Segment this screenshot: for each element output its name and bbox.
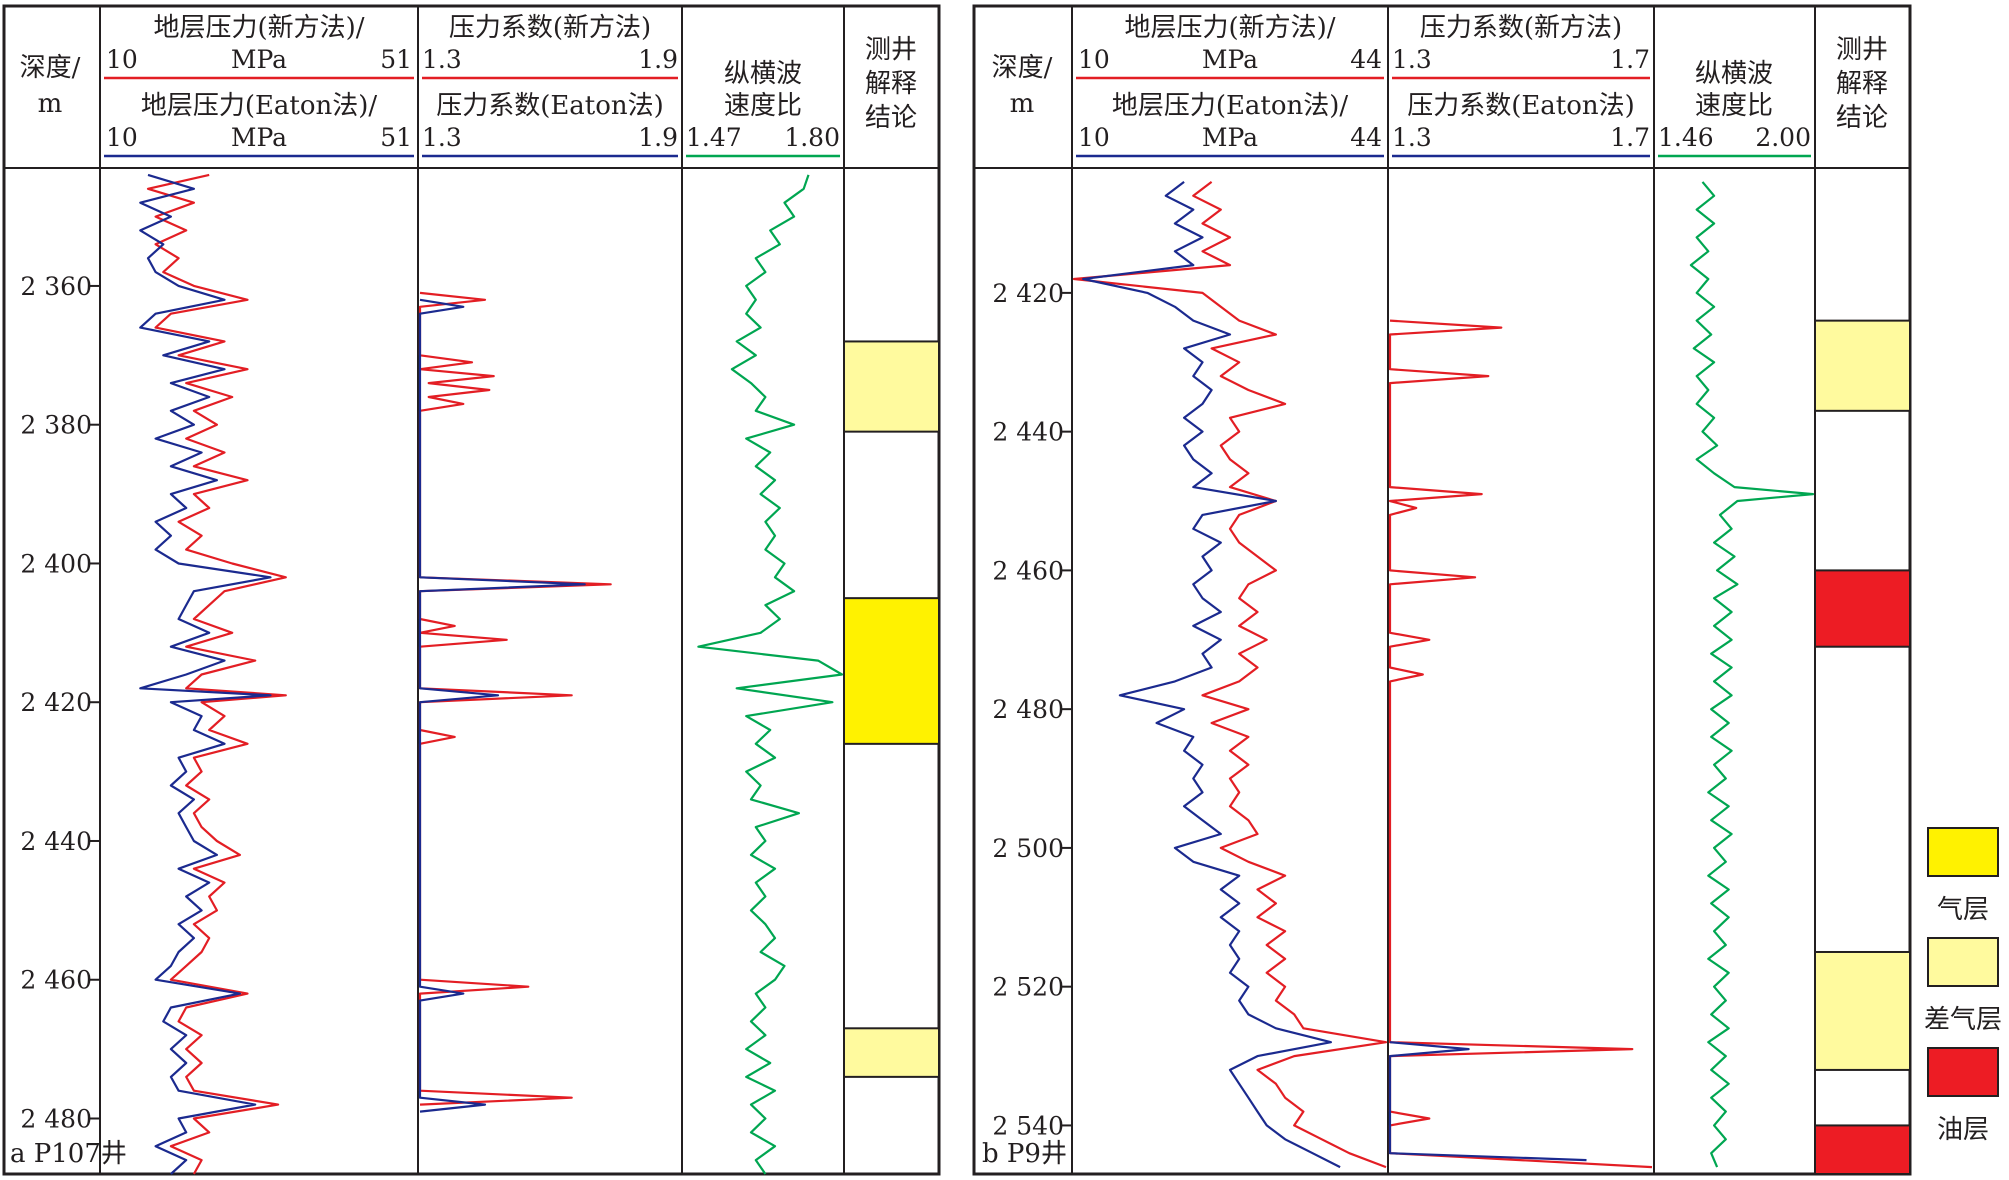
interpretation-zone-poor-gas [843, 1027, 940, 1078]
panel-b-vpvs-max: 2.00 [1755, 123, 1811, 152]
coefficient-eaton-line [418, 298, 586, 1113]
depth-tick-label: 2 420 [992, 279, 1064, 308]
interpretation-zone-poor-gas [1814, 319, 1911, 412]
panel-a-pressure-new-max: 51 [380, 45, 412, 74]
panel-a: 深度/ m 地层压力(新方法)/ 10 MPa 51 地层压力(Eaton法)/… [2, 4, 941, 1176]
panel-b-interp-header-2: 解释 [1836, 69, 1888, 99]
panel-a-pressure-new-unit: MPa [231, 45, 287, 74]
vpvs-ratio-line [697, 174, 844, 1175]
legend-gas-label: 气层 [1937, 895, 1989, 925]
panel-a-vpvs-max: 1.80 [784, 123, 840, 152]
panel-a-pressure-eaton-header: 地层压力(Eaton法)/ [141, 91, 378, 121]
panel-a-vpvs-header-1: 纵横波 [724, 59, 802, 89]
depth-tick-label: 2 400 [20, 549, 92, 578]
panel-b-coef-new-header: 压力系数(新方法) [1420, 13, 1622, 43]
panel-a-coef-new-max: 1.9 [638, 45, 678, 74]
panel-b-pressure-eaton-min: 10 [1078, 123, 1110, 152]
panel-a-coef-eaton-header: 压力系数(Eaton法) [436, 91, 664, 121]
panel-a-interp-header-3: 结论 [865, 103, 917, 133]
panel-b-interp-header-1: 测井 [1836, 35, 1888, 65]
depth-tick-label: 2 480 [992, 695, 1064, 724]
coefficient-eaton-line [1388, 1041, 1587, 1162]
depth-tick-label: 2 380 [20, 411, 92, 440]
legend: 气层 差气层 油层 [1924, 827, 2002, 1145]
panel-a-coef-eaton-min: 1.3 [422, 123, 462, 152]
depth-tick-label: 2 540 [992, 1111, 1064, 1140]
panel-b-pressure-eaton-unit: MPa [1202, 123, 1258, 152]
panel-b-interp-header-3: 结论 [1836, 103, 1888, 133]
panel-b-coef-eaton-header: 压力系数(Eaton法) [1407, 91, 1635, 121]
panel-a-interp-header-1: 测井 [865, 35, 917, 65]
panel-a-label: a P107井 [10, 1139, 127, 1169]
depth-tick-label: 2 500 [992, 834, 1064, 863]
panel-a-pressure-eaton-unit: MPa [231, 123, 287, 152]
panel-a-coef-new-header: 压力系数(新方法) [449, 13, 651, 43]
pressure-new-method-line [146, 173, 287, 1175]
panel-b-pressure-new-header: 地层压力(新方法)/ [1124, 13, 1335, 43]
panel-b: 深度/ m 地层压力(新方法)/ 10 MPa 44 地层压力(Eaton法)/… [972, 4, 1912, 1176]
panel-b-label: b P9井 [982, 1139, 1067, 1169]
panel-a-pressure-new-min: 10 [106, 45, 138, 74]
panel-b-curves [1072, 181, 1815, 1169]
pressure-eaton-line [139, 173, 272, 1175]
panel-a-pressure-new-header: 地层压力(新方法)/ [153, 13, 364, 43]
pressure-eaton-line [1082, 181, 1341, 1169]
panel-b-vpvs-header-2: 速度比 [1695, 91, 1773, 121]
coefficient-new-method-line [1388, 319, 1653, 1169]
panel-a-coef-eaton-max: 1.9 [638, 123, 678, 152]
legend-oil-label: 油层 [1937, 1115, 1989, 1145]
depth-tick-label: 2 460 [20, 966, 92, 995]
panel-a-pressure-eaton-max: 51 [380, 123, 412, 152]
interpretation-zone-poor-gas [843, 340, 940, 433]
panel-b-vpvs-header-1: 纵横波 [1695, 59, 1773, 89]
interpretation-zone-oil [1814, 1124, 1911, 1175]
panel-a-curves [139, 173, 844, 1175]
depth-tick-label: 2 440 [992, 418, 1064, 447]
panel-a-depth-axis: 2 360 2 380 2 400 2 420 2 440 2 460 2 480 [20, 272, 100, 1133]
legend-poor-gas-swatch [1927, 937, 1999, 987]
panel-b-coef-eaton-max: 1.7 [1610, 123, 1650, 152]
panel-b-pressure-eaton-max: 44 [1350, 123, 1382, 152]
interpretation-zone-gas [843, 597, 940, 745]
interpretation-zone-oil [1814, 569, 1911, 648]
panel-b-depth-axis: 2 420 2 440 2 460 2 480 2 500 2 520 2 540 [992, 279, 1072, 1140]
panel-b-pressure-new-max: 44 [1350, 45, 1382, 74]
depth-tick-label: 2 440 [20, 827, 92, 856]
panel-a-depth-header-1: 深度/ [20, 53, 81, 83]
depth-tick-label: 2 360 [20, 272, 92, 301]
panel-b-coef-eaton-min: 1.3 [1392, 123, 1432, 152]
depth-tick-label: 2 480 [20, 1104, 92, 1133]
panel-b-coef-new-max: 1.7 [1610, 45, 1650, 74]
depth-tick-label: 2 520 [992, 973, 1064, 1002]
depth-tick-label: 2 420 [20, 688, 92, 717]
legend-oil-swatch [1927, 1047, 1999, 1097]
pressure-new-method-line [1072, 181, 1388, 1169]
legend-poor-gas-label: 差气层 [1924, 1005, 2002, 1035]
panel-a-pressure-eaton-min: 10 [106, 123, 138, 152]
panel-b-depth-header-2: m [1010, 89, 1035, 119]
panel-b-pressure-new-min: 10 [1078, 45, 1110, 74]
panel-b-coef-new-min: 1.3 [1392, 45, 1432, 74]
depth-tick-label: 2 460 [992, 556, 1064, 585]
legend-gas-swatch [1927, 827, 1999, 877]
panel-a-vpvs-min: 1.47 [686, 123, 742, 152]
panel-b-pressure-new-unit: MPa [1202, 45, 1258, 74]
panel-a-interp-header-2: 解释 [865, 69, 917, 99]
panel-a-vpvs-header-2: 速度比 [724, 91, 802, 121]
panel-b-interpretation-zones [1814, 319, 1911, 1175]
panel-a-coef-new-min: 1.3 [422, 45, 462, 74]
panel-b-vpvs-min: 1.46 [1658, 123, 1714, 152]
panel-a-interpretation-zones [843, 340, 940, 1078]
vpvs-ratio-line [1689, 181, 1815, 1168]
panel-b-pressure-eaton-header: 地层压力(Eaton法)/ [1112, 91, 1349, 121]
panel-a-depth-header-2: m [38, 89, 63, 119]
panel-a-frame [2, 4, 941, 1176]
panel-b-depth-header-1: 深度/ [992, 53, 1053, 83]
interpretation-zone-poor-gas [1814, 950, 1911, 1071]
panel-b-frame [972, 4, 1912, 1176]
